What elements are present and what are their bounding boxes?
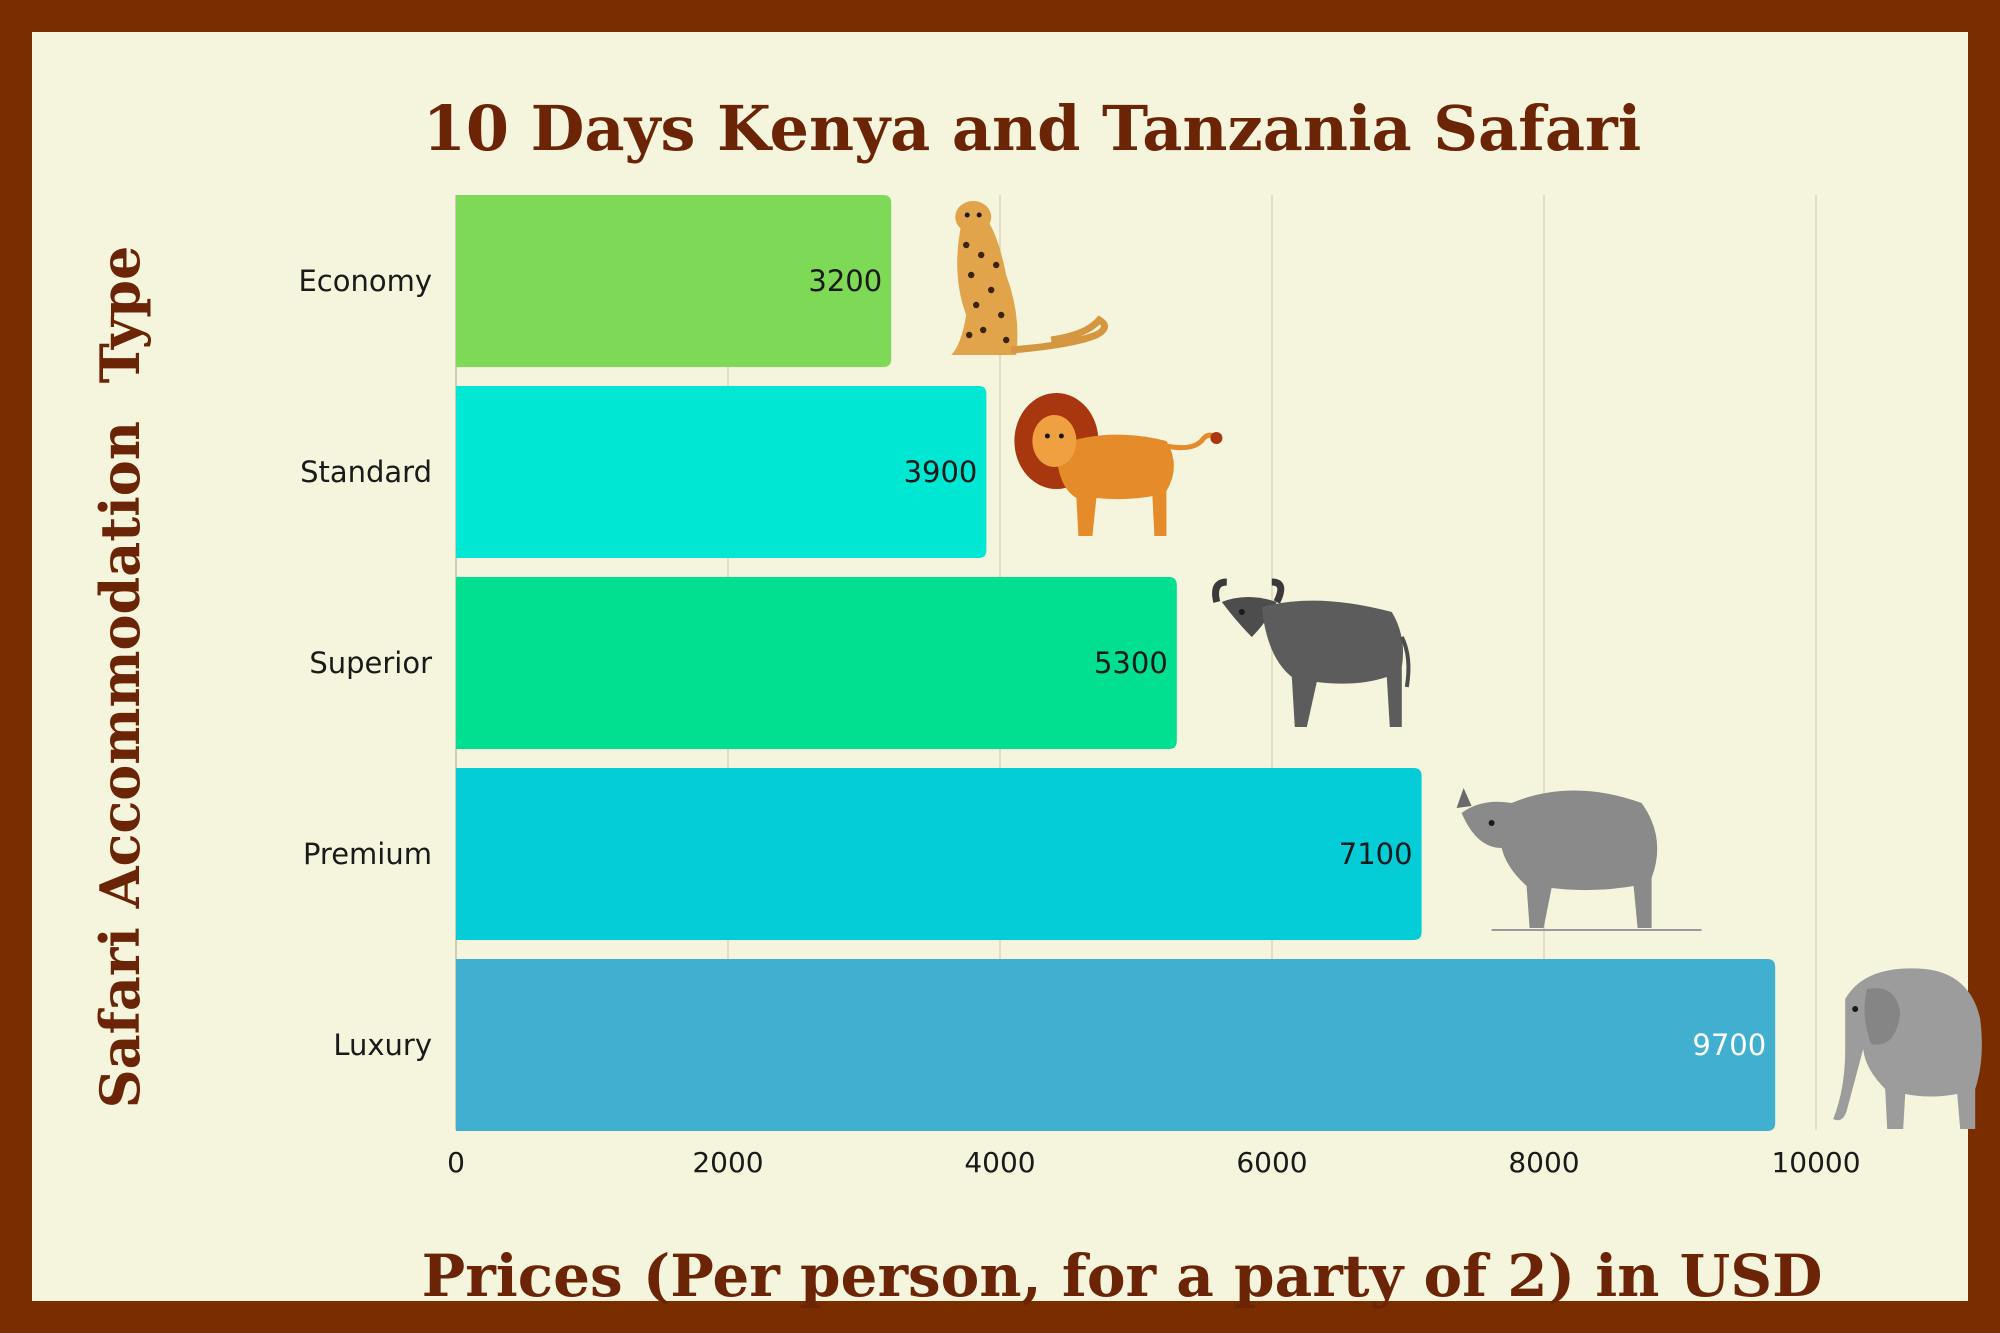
- category-label: Premium: [303, 837, 432, 871]
- x-tick-label: 2000: [692, 1146, 763, 1179]
- chart-title: 10 Days Kenya and Tanzania Safari: [422, 92, 1642, 165]
- x-tick-label: 10000: [1771, 1146, 1860, 1179]
- bar: [456, 577, 1177, 749]
- bar-value-label: 5300: [1094, 646, 1168, 680]
- category-label: Economy: [298, 264, 432, 298]
- bar: [456, 959, 1776, 1131]
- x-tick-label: 0: [447, 1146, 465, 1179]
- x-tick-label: 8000: [1508, 1146, 1579, 1179]
- category-label: Standard: [300, 455, 432, 489]
- lion-icon: [1014, 393, 1223, 536]
- bar-value-label: 7100: [1339, 837, 1413, 871]
- cheetah-icon: [951, 201, 1108, 355]
- bars: 3200 3900 5300 7100 9700: [456, 195, 1776, 1131]
- buffalo-icon: [1212, 578, 1411, 727]
- animal-illustrations: [951, 201, 1982, 1129]
- bar: [456, 386, 987, 558]
- category-label: Superior: [309, 646, 432, 680]
- bar-value-label: 9700: [1692, 1028, 1766, 1062]
- x-tick-labels: 0 2000 4000 6000 8000 10000: [447, 1146, 1860, 1179]
- bar: [456, 195, 892, 367]
- x-axis-title: Prices (Per person, for a party of 2) in…: [421, 1242, 1823, 1310]
- rhino-icon: [1456, 788, 1702, 931]
- category-label: Luxury: [333, 1028, 432, 1062]
- bar: [456, 768, 1422, 940]
- x-tick-label: 4000: [964, 1146, 1035, 1179]
- category-labels: Economy Standard Superior Premium Luxury: [298, 264, 432, 1062]
- bar-value-label: 3900: [904, 455, 978, 489]
- x-tick-label: 6000: [1236, 1146, 1307, 1179]
- elephant-icon: [1833, 968, 1982, 1129]
- bar-value-label: 3200: [808, 264, 882, 298]
